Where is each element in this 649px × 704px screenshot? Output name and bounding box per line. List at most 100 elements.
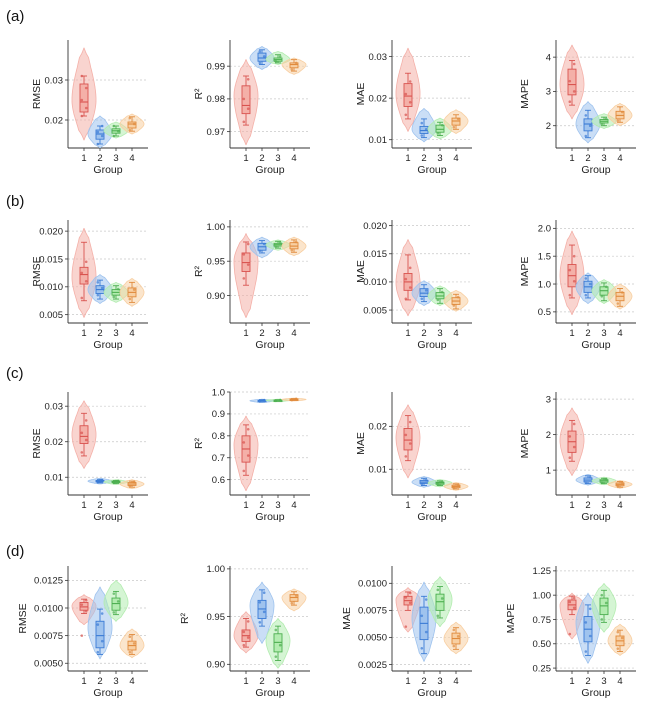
- y-tick-label: 0.02: [369, 93, 388, 104]
- x-tick-label: 1: [569, 500, 574, 511]
- data-point: [258, 400, 262, 403]
- data-point: [274, 59, 278, 63]
- row-label-a: (a): [6, 8, 24, 25]
- data-point: [246, 77, 250, 81]
- y-tick-label: 1.00: [533, 590, 552, 601]
- data-point: [584, 134, 588, 138]
- data-point: [246, 263, 250, 266]
- x-axis-label: Group: [93, 339, 122, 351]
- data-point: [452, 644, 456, 648]
- x-tick-label: 4: [453, 676, 458, 687]
- data-point: [568, 632, 572, 636]
- data-point: [80, 603, 84, 606]
- data-point: [616, 302, 620, 305]
- x-tick-label: 1: [569, 153, 574, 164]
- data-point: [420, 646, 424, 650]
- data-point: [100, 124, 104, 128]
- x-tick-label: 2: [97, 153, 102, 164]
- data-point: [456, 483, 460, 487]
- x-axis-label: Group: [581, 511, 610, 523]
- data-point: [424, 478, 428, 482]
- y-tick-label: 3: [546, 87, 551, 98]
- y-tick-label: 0.03: [45, 402, 64, 413]
- data-point: [112, 481, 116, 485]
- data-point: [80, 98, 84, 102]
- x-axis-label: Group: [255, 164, 284, 176]
- data-point: [420, 482, 424, 486]
- row-label-b: (b): [6, 193, 24, 210]
- x-tick-label: 2: [97, 676, 102, 687]
- x-tick-label: 4: [291, 153, 296, 164]
- x-tick-label: 4: [453, 328, 458, 339]
- panel-1-3: 0.01 0.02 0.03 1 2 3 4 Group MAE: [355, 40, 472, 176]
- y-tick-label: 3: [546, 394, 551, 405]
- x-axis-label: Group: [581, 687, 610, 699]
- x-tick-label: 4: [129, 153, 134, 164]
- data-point: [246, 427, 250, 431]
- x-tick-label: 4: [617, 153, 622, 164]
- x-tick-label: 4: [129, 500, 134, 511]
- data-point: [84, 419, 88, 422]
- data-point: [584, 621, 588, 624]
- x-tick-label: 4: [291, 328, 296, 339]
- data-point: [274, 655, 278, 658]
- y-tick-label: 0.98: [207, 94, 226, 105]
- panel-2-4: 0.5 1.0 1.5 2.0 1 2 3 4 Group MAPE: [519, 220, 636, 351]
- data-point: [258, 50, 262, 53]
- data-point: [258, 249, 262, 253]
- data-point: [128, 650, 132, 654]
- data-point: [246, 454, 250, 457]
- data-point: [452, 304, 456, 307]
- x-tick-label: 4: [617, 328, 622, 339]
- x-tick-label: 2: [585, 676, 590, 687]
- x-tick-label: 1: [405, 500, 410, 511]
- data-point: [456, 117, 460, 121]
- x-tick-label: 1: [405, 328, 410, 339]
- data-point: [294, 240, 298, 244]
- x-tick-label: 4: [617, 676, 622, 687]
- box: [241, 85, 251, 115]
- data-point: [420, 297, 424, 301]
- data-point: [584, 114, 588, 117]
- box: [403, 428, 413, 451]
- y-axis-label: R²: [193, 437, 205, 449]
- data-point: [84, 279, 88, 283]
- data-point: [568, 456, 572, 460]
- data-point: [452, 486, 456, 490]
- data-point: [294, 397, 298, 401]
- data-point: [246, 620, 250, 623]
- y-tick-label: 0.0050: [34, 659, 63, 670]
- y-tick-label: 0.010: [363, 277, 387, 288]
- data-point: [404, 297, 408, 301]
- y-tick-label: 0.005: [39, 310, 63, 321]
- y-tick-label: 1.25: [533, 566, 552, 577]
- x-tick-label: 3: [437, 500, 442, 511]
- y-tick-label: 0.90: [207, 660, 226, 671]
- data-point: [588, 634, 592, 638]
- data-point: [408, 420, 412, 424]
- y-tick-label: 0.50: [533, 639, 552, 650]
- y-tick-label: 0.020: [39, 226, 63, 237]
- data-point: [604, 477, 608, 481]
- data-point: [112, 611, 116, 614]
- y-tick-label: 0.0075: [34, 631, 63, 642]
- x-axis-label: Group: [93, 687, 122, 699]
- y-tick-label: 1.0: [212, 387, 225, 398]
- y-axis-label: MAE: [341, 607, 353, 630]
- data-point: [100, 286, 104, 290]
- x-tick-label: 2: [259, 676, 264, 687]
- y-axis-label: MAE: [355, 432, 367, 455]
- row-label-d: (d): [6, 543, 24, 560]
- box: [435, 124, 445, 133]
- data-point: [584, 277, 588, 280]
- data-point: [100, 612, 104, 615]
- data-point: [116, 479, 120, 483]
- y-axis-label: R²: [193, 265, 205, 277]
- x-axis-label: Group: [417, 339, 446, 351]
- y-tick-label: 0.7: [212, 453, 225, 464]
- data-point: [568, 100, 572, 104]
- y-tick-label: 0.005: [363, 305, 387, 316]
- data-point: [128, 635, 132, 639]
- data-point: [588, 607, 592, 611]
- y-tick-label: 0.0025: [358, 660, 387, 671]
